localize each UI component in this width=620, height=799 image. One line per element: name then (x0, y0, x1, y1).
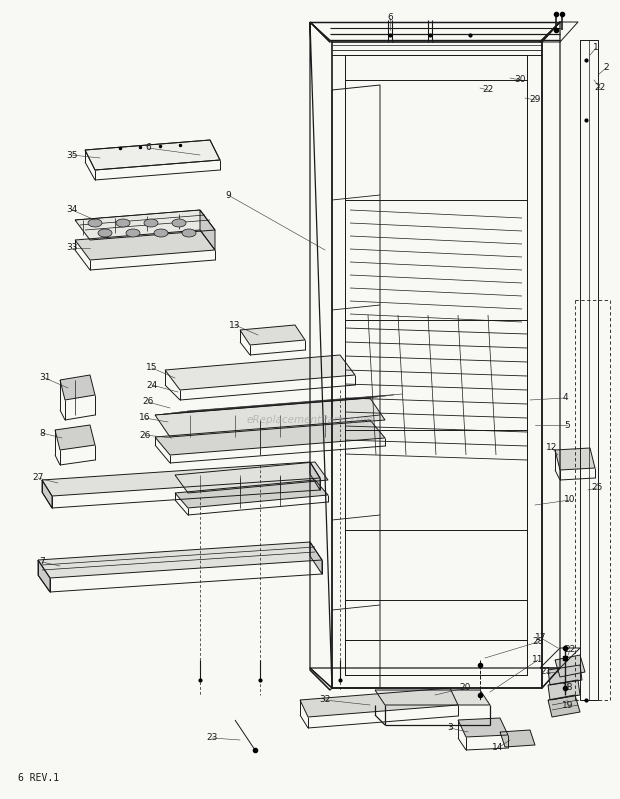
Text: 24: 24 (146, 380, 157, 389)
Text: 13: 13 (229, 320, 241, 329)
Text: 29: 29 (529, 96, 541, 105)
Polygon shape (310, 462, 320, 490)
Text: 25: 25 (591, 483, 603, 492)
Text: 19: 19 (562, 701, 574, 710)
Polygon shape (85, 140, 220, 170)
Text: 26: 26 (140, 431, 151, 439)
Text: 11: 11 (532, 655, 544, 665)
Ellipse shape (116, 219, 130, 227)
Polygon shape (548, 665, 582, 685)
Text: 12: 12 (546, 443, 557, 452)
Polygon shape (175, 480, 328, 508)
Text: 14: 14 (492, 744, 503, 753)
Polygon shape (60, 375, 95, 400)
Ellipse shape (126, 229, 140, 237)
Polygon shape (300, 688, 458, 717)
Text: 6: 6 (387, 14, 393, 22)
Text: 6 REV.1: 6 REV.1 (18, 773, 59, 783)
Text: 4: 4 (562, 393, 568, 403)
Polygon shape (55, 425, 95, 450)
Text: 22: 22 (482, 85, 494, 94)
Text: 22: 22 (595, 84, 606, 93)
Text: 35: 35 (66, 150, 78, 160)
Polygon shape (458, 718, 508, 737)
Polygon shape (175, 462, 328, 493)
Polygon shape (75, 210, 215, 240)
Text: 32: 32 (319, 695, 330, 705)
Polygon shape (42, 462, 320, 496)
Text: 23: 23 (206, 733, 218, 742)
Ellipse shape (144, 219, 158, 227)
Polygon shape (500, 730, 535, 747)
Text: 21: 21 (540, 667, 552, 677)
Ellipse shape (182, 229, 196, 237)
Text: 5: 5 (564, 420, 570, 430)
Text: 16: 16 (140, 414, 151, 423)
Text: 17: 17 (535, 634, 547, 642)
Ellipse shape (98, 229, 112, 237)
Text: 33: 33 (66, 244, 78, 252)
Polygon shape (555, 448, 595, 470)
Polygon shape (155, 398, 385, 437)
Polygon shape (548, 695, 580, 717)
Text: 9: 9 (225, 190, 231, 200)
Text: 6: 6 (145, 144, 151, 153)
Polygon shape (310, 542, 322, 574)
Ellipse shape (88, 219, 102, 227)
Ellipse shape (172, 219, 186, 227)
Polygon shape (38, 542, 322, 578)
Text: eReplacementParts.com: eReplacementParts.com (246, 415, 374, 425)
Text: 20: 20 (459, 683, 471, 693)
Text: 7: 7 (39, 558, 45, 566)
Polygon shape (42, 480, 52, 508)
Polygon shape (200, 210, 215, 250)
Text: 8: 8 (39, 428, 45, 438)
Text: 31: 31 (39, 373, 51, 383)
Text: 1: 1 (593, 43, 599, 53)
Text: 10: 10 (564, 495, 576, 504)
Text: 18: 18 (562, 683, 574, 693)
Text: 22: 22 (564, 646, 575, 654)
Polygon shape (75, 230, 215, 260)
Text: 26: 26 (143, 397, 154, 407)
Polygon shape (555, 655, 585, 677)
Text: 3: 3 (447, 724, 453, 733)
Text: 34: 34 (66, 205, 78, 214)
Text: 2: 2 (603, 63, 609, 73)
Polygon shape (240, 325, 305, 345)
Ellipse shape (154, 229, 168, 237)
Text: 28: 28 (533, 638, 544, 646)
Polygon shape (375, 690, 490, 705)
Text: 15: 15 (146, 364, 157, 372)
Polygon shape (38, 560, 50, 592)
Text: 27: 27 (32, 474, 43, 483)
Polygon shape (155, 420, 385, 455)
Text: 30: 30 (514, 75, 526, 85)
Polygon shape (548, 680, 580, 700)
Polygon shape (165, 355, 355, 390)
